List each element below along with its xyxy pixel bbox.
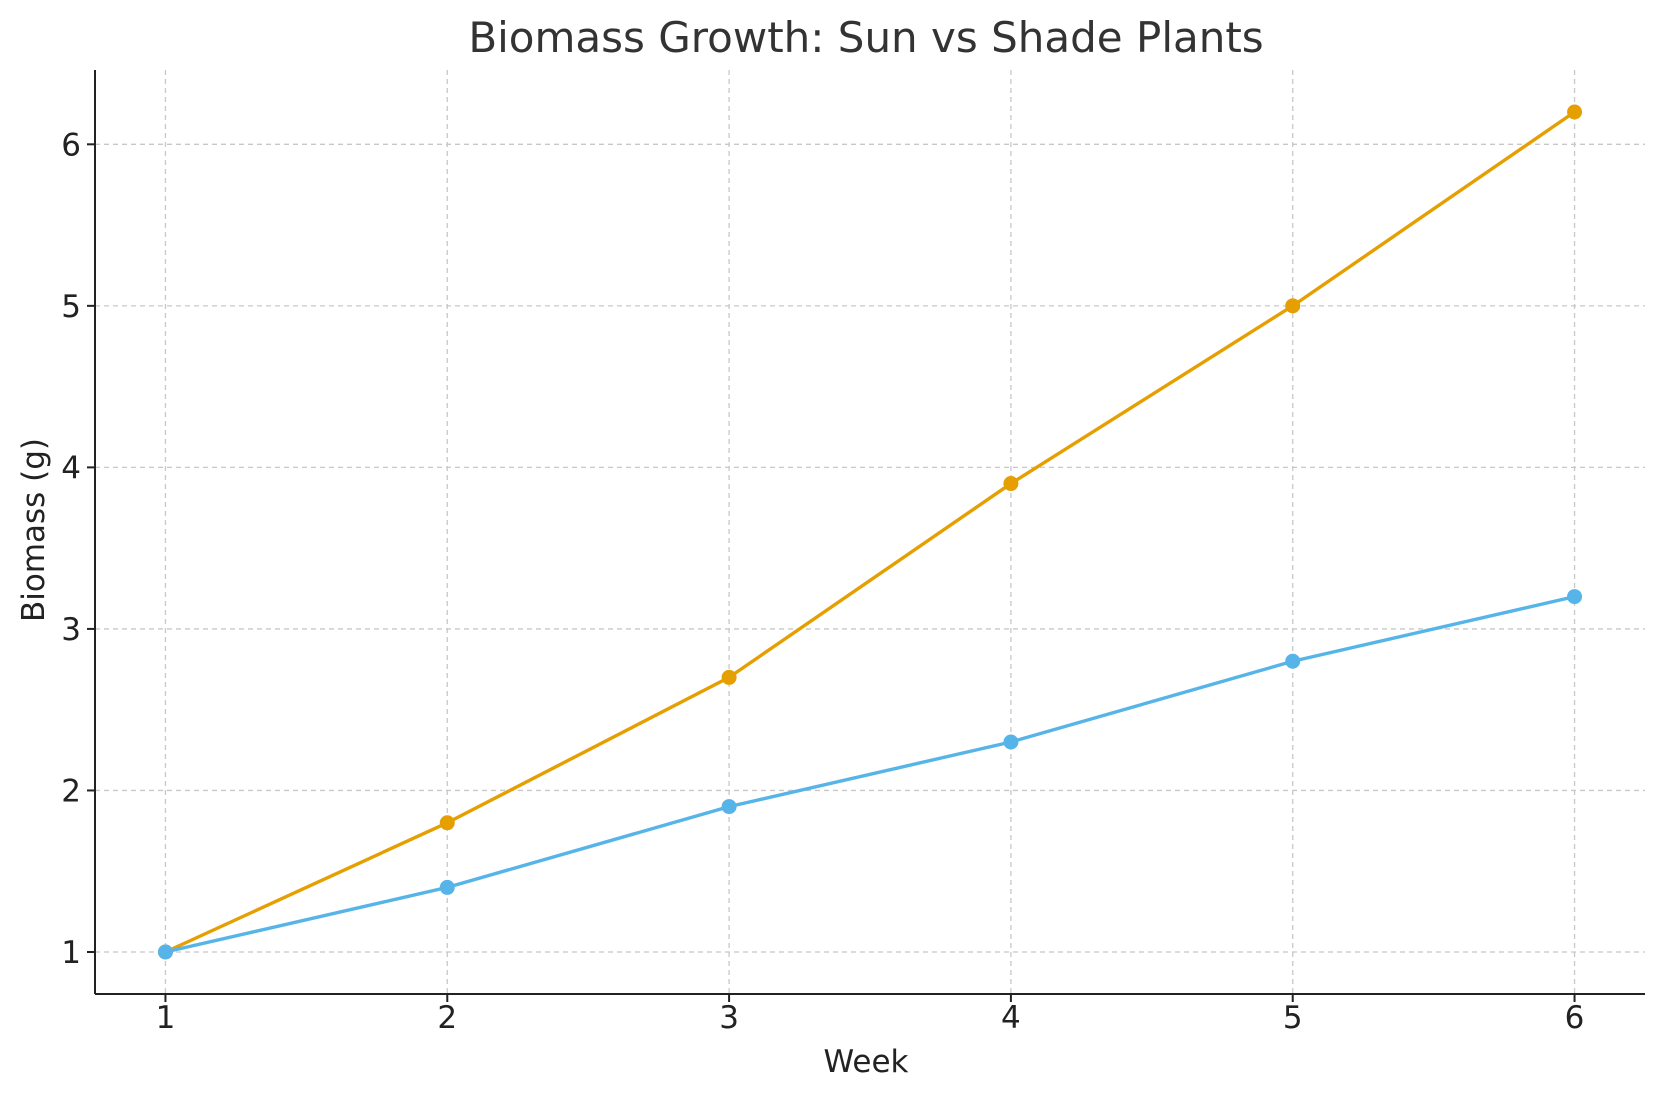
y-tick-label: 2 — [61, 773, 81, 809]
grid — [95, 70, 1645, 994]
data-point — [157, 944, 173, 960]
data-point — [1003, 476, 1019, 492]
x-tick-label: 4 — [1001, 1000, 1021, 1036]
data-point — [1003, 734, 1019, 750]
data-point — [721, 799, 737, 815]
tick-labels: 1 2 3 4 5 6 1 2 3 4 5 6 — [61, 127, 1584, 1036]
series-1 — [157, 589, 1583, 960]
data-point — [439, 815, 455, 831]
x-tick-label: 2 — [437, 1000, 457, 1036]
data-point — [1567, 589, 1583, 605]
series-layer — [157, 104, 1583, 960]
series-line — [165, 594, 1575, 954]
series-line — [164, 110, 1576, 954]
chart-title: Biomass Growth: Sun vs Shade Plants — [468, 13, 1263, 62]
axes — [87, 70, 1645, 1002]
x-tick-label: 6 — [1565, 1000, 1585, 1036]
data-point — [1285, 298, 1301, 314]
series-0 — [157, 104, 1583, 960]
data-point — [1285, 653, 1301, 669]
x-tick-label: 3 — [719, 1000, 739, 1036]
y-tick-label: 5 — [61, 289, 81, 325]
data-point — [1567, 104, 1583, 120]
y-axis-label: Biomass (g) — [16, 438, 52, 622]
data-point — [721, 669, 737, 685]
x-tick-label: 5 — [1283, 1000, 1303, 1036]
x-tick-label: 1 — [156, 1000, 176, 1036]
x-axis-label: Week — [824, 1044, 909, 1080]
y-tick-label: 1 — [61, 935, 81, 971]
data-point — [439, 879, 455, 895]
y-tick-label: 4 — [61, 450, 81, 486]
y-tick-label: 3 — [61, 612, 81, 648]
y-tick-label: 6 — [61, 127, 81, 163]
